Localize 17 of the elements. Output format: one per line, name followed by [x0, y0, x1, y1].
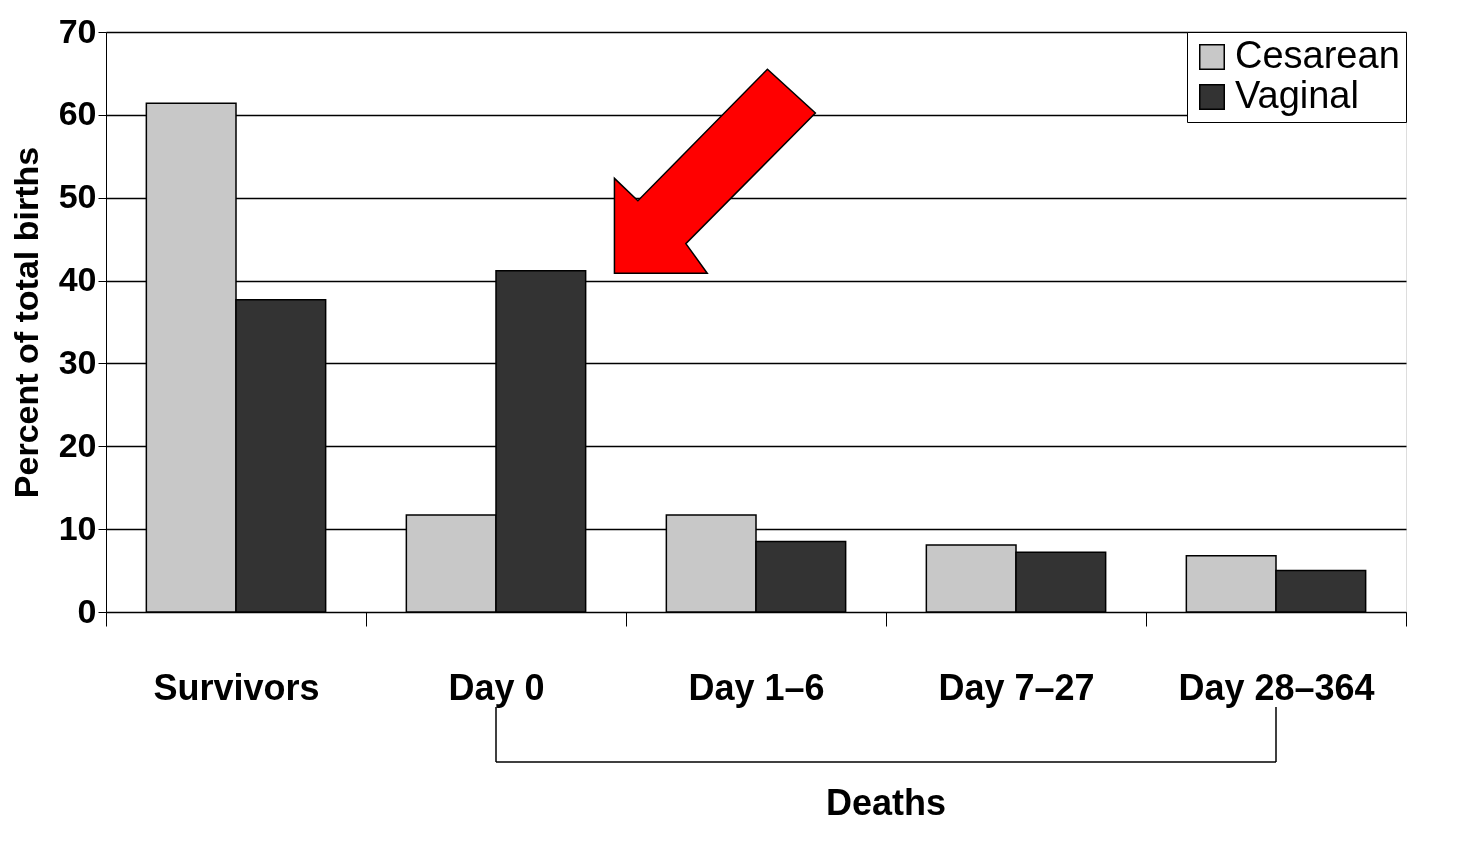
y-tick-label: 40: [58, 260, 97, 299]
y-tick-label: 0: [77, 591, 97, 630]
y-tick-label: 30: [58, 342, 97, 381]
y-tick-label: 60: [58, 94, 97, 133]
x-tick-label: Day 7–27: [938, 666, 1095, 708]
x-tick-label: Day 1–6: [688, 666, 825, 708]
y-tick-label: 50: [58, 177, 97, 216]
y-tick-label: 70: [58, 11, 97, 50]
x-tick-label: Day 28–364: [1178, 666, 1375, 708]
x-tick-label: Survivors: [153, 666, 320, 708]
y-tick-label: 10: [58, 508, 97, 547]
y-tick-label: 20: [58, 425, 97, 464]
legend-label: Vaginal: [1235, 74, 1359, 116]
text: Deaths: [825, 782, 947, 823]
legend-label: Cesarean: [1235, 34, 1400, 76]
x-tick-label: Day 0: [448, 666, 545, 708]
y-axis-title: Percent of total births: [6, 146, 45, 499]
